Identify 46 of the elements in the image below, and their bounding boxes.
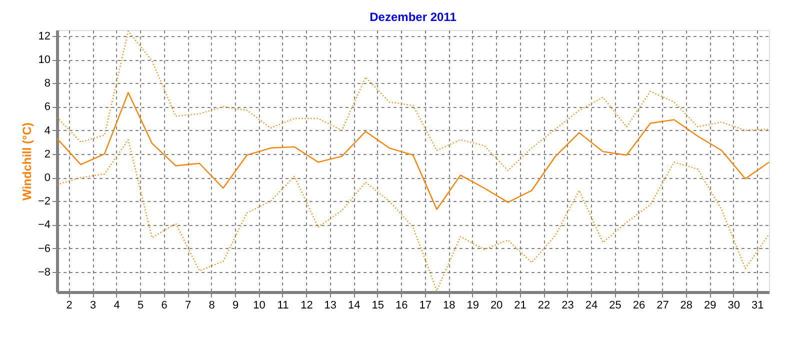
line-series — [56, 139, 770, 292]
x-tick-label: 19 — [466, 300, 479, 312]
y-tick-label: 2 — [44, 148, 50, 160]
x-tick-label: 31 — [752, 300, 764, 312]
x-tick-label: 7 — [184, 300, 192, 312]
y-tick-label: −2 — [38, 196, 50, 208]
x-tick-label: 12 — [300, 300, 313, 312]
y-tick-label: −8 — [38, 266, 50, 278]
line-series — [56, 30, 770, 172]
y-tick-label: 12 — [38, 30, 50, 42]
x-tick-label: 14 — [348, 300, 360, 312]
chart-title: Dezember 2011 — [370, 10, 457, 24]
x-tick-label: 8 — [208, 300, 215, 312]
x-tick-label: 29 — [704, 300, 716, 312]
y-tick-label: 8 — [44, 78, 50, 90]
x-tick-label: 11 — [277, 300, 289, 312]
x-tick-label: 6 — [161, 300, 168, 312]
x-tick-label: 23 — [562, 300, 574, 312]
x-tick-label: 30 — [728, 300, 740, 312]
y-tick-label: −4 — [38, 219, 50, 232]
x-tick-label: 20 — [490, 300, 503, 312]
y-tick-label: −6 — [38, 242, 50, 255]
x-tick-label: 28 — [680, 300, 693, 312]
y-tick-label: 4 — [44, 124, 50, 137]
x-tick-label: 22 — [538, 300, 550, 312]
x-tick-label: 5 — [138, 300, 144, 312]
x-tick-label: 9 — [232, 300, 239, 312]
y-tick-label: 6 — [44, 101, 50, 114]
x-tick-label: 27 — [656, 300, 669, 312]
x-tick-label: 21 — [514, 300, 526, 312]
line-series — [56, 92, 770, 210]
x-tick-label: 17 — [419, 300, 432, 312]
x-tick-label: 4 — [114, 300, 120, 312]
x-tick-label: 3 — [90, 300, 96, 312]
y-axis-title: Windchill (°C) — [20, 122, 34, 201]
y-tick-label: 0 — [44, 172, 50, 184]
x-tick-label: 2 — [66, 300, 72, 312]
x-tick-label: 10 — [253, 300, 266, 312]
x-tick-label: 18 — [442, 300, 456, 312]
x-tick-label: 24 — [585, 300, 598, 312]
x-tick-label: 13 — [324, 300, 337, 312]
x-tick-label: 25 — [609, 300, 622, 312]
x-tick-label: 26 — [632, 300, 646, 312]
y-tick-label: 10 — [38, 54, 50, 66]
x-tick-label: 16 — [396, 300, 408, 312]
x-tick-label: 15 — [372, 300, 384, 312]
